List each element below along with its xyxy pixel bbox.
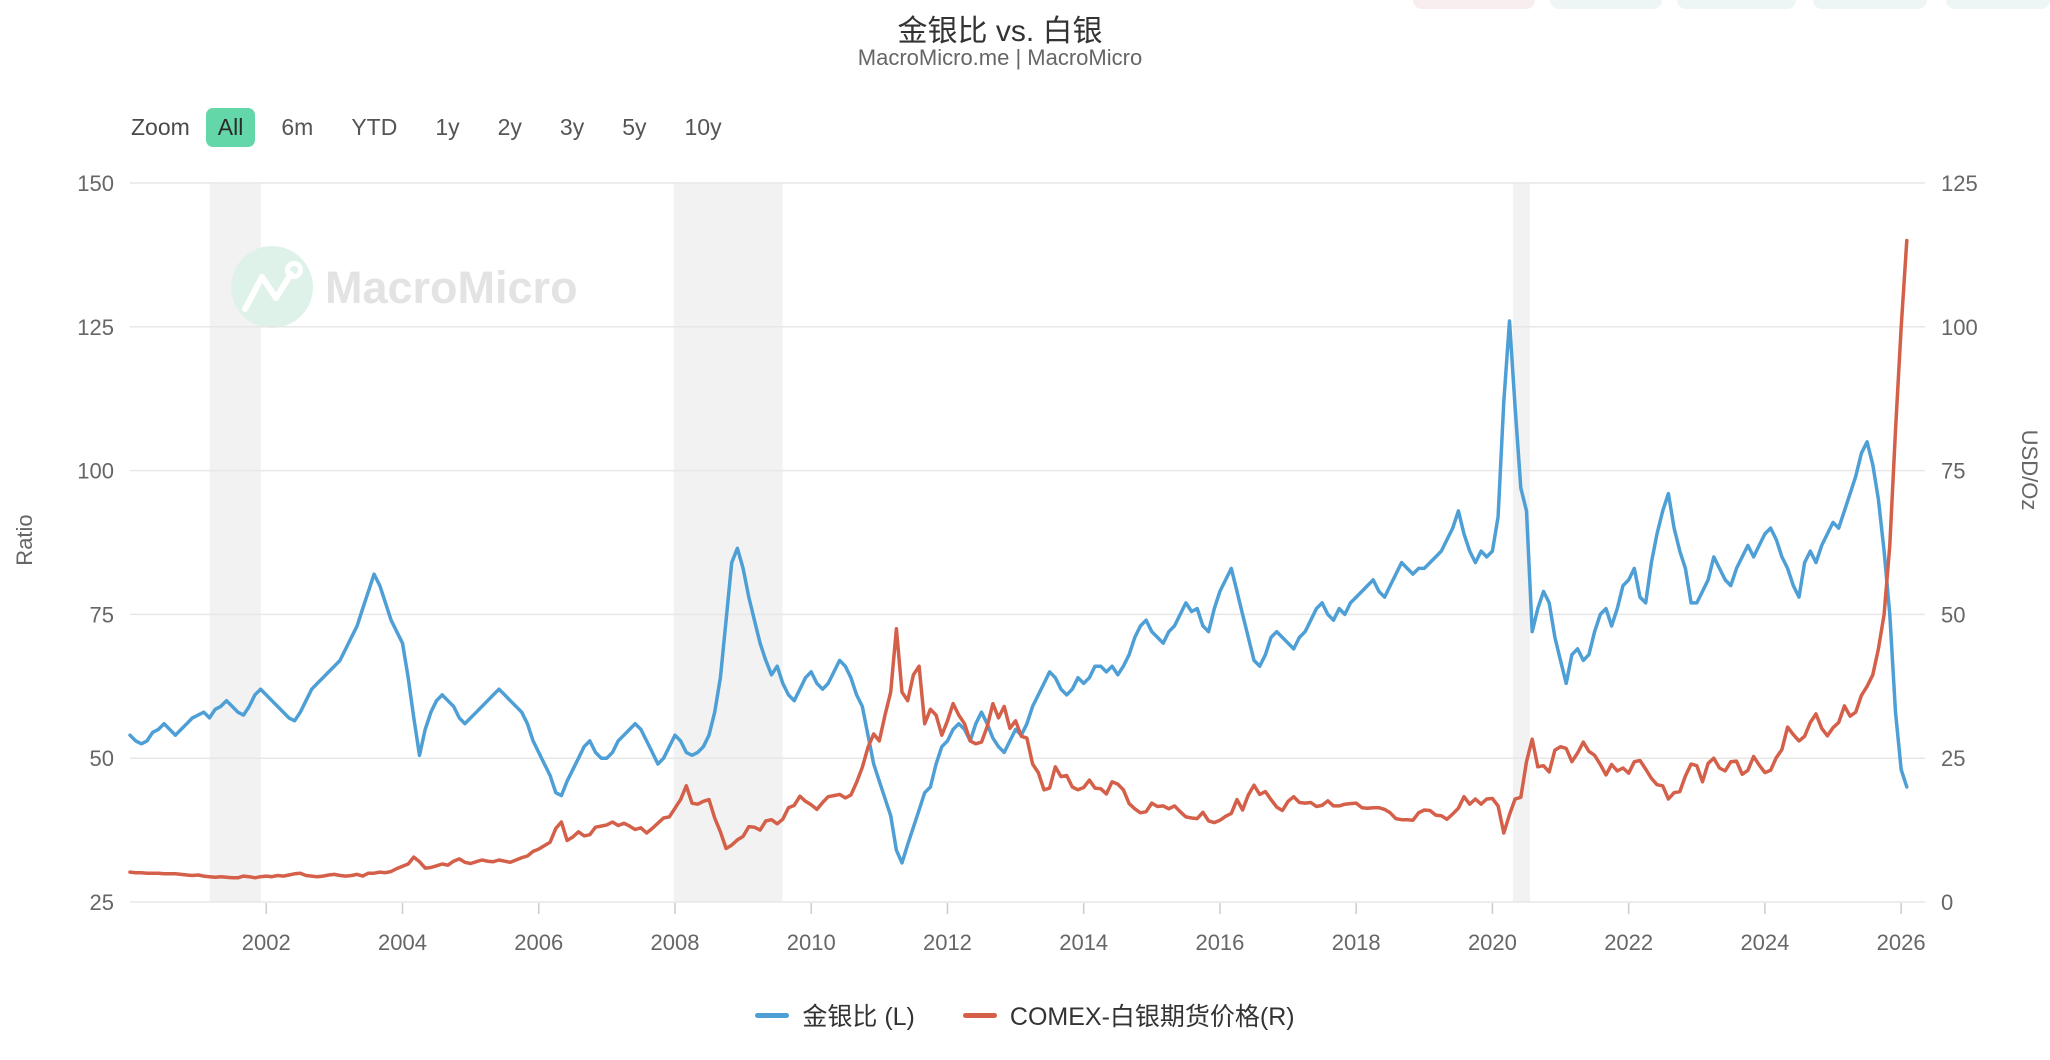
- legend-item[interactable]: 金银比 (L): [755, 997, 915, 1033]
- x-axis-tick-label: 2014: [1059, 930, 1108, 955]
- x-axis-tick-label: 2012: [923, 930, 972, 955]
- x-axis-tick-label: 2026: [1877, 930, 1926, 955]
- y-right-tick-label: 125: [1941, 171, 1978, 196]
- series-gold-silver-ratio: [128, 319, 1909, 865]
- recession-band: [1512, 183, 1530, 902]
- zoom-label: Zoom: [131, 114, 190, 140]
- top-partial-button[interactable]: [1677, 0, 1796, 9]
- legend-dash-icon: [962, 1012, 997, 1018]
- x-axis-tick-label: 2016: [1195, 930, 1244, 955]
- left-axis-title: Ratio: [12, 514, 37, 565]
- y-left-tick-label: 150: [77, 171, 114, 196]
- x-axis-tick-label: 2002: [242, 930, 291, 955]
- top-partial-button[interactable]: [1813, 0, 1927, 9]
- top-partial-button[interactable]: [1413, 0, 1535, 9]
- y-right-tick-label: 0: [1941, 890, 1953, 915]
- y-left-tick-label: 125: [77, 315, 114, 340]
- legend-dash-icon: [755, 1012, 790, 1018]
- chart-title: 金银比 vs. 白银: [897, 15, 1103, 48]
- x-axis-tick-label: 2006: [514, 930, 563, 955]
- range-button-ytd[interactable]: YTD: [351, 114, 398, 140]
- recession-band: [673, 183, 783, 902]
- right-axis-title: USD/Oz: [2017, 430, 2042, 511]
- x-axis-tick-label: 2022: [1604, 930, 1653, 955]
- top-partial-button[interactable]: [1550, 0, 1662, 9]
- range-button-all[interactable]: All: [205, 108, 256, 147]
- x-axis-tick-label: 2024: [1740, 930, 1789, 955]
- macromicro-watermark: MacroMicro: [231, 246, 578, 328]
- range-button-2y[interactable]: 2y: [497, 114, 522, 140]
- range-button-3y[interactable]: 3y: [559, 114, 585, 140]
- x-axis-tick-label: 2008: [650, 930, 699, 955]
- x-axis-tick-label: 2020: [1468, 930, 1517, 955]
- y-left-tick-label: 100: [77, 459, 114, 484]
- legend-item[interactable]: COMEX-白银期货价格(R): [962, 997, 1295, 1033]
- range-button-6m[interactable]: 6m: [281, 114, 314, 140]
- y-right-tick-label: 100: [1941, 315, 1978, 340]
- watermark-zigzag-icon: [242, 271, 294, 312]
- watermark-ring-icon: [285, 261, 303, 279]
- series-silver-price: [128, 238, 1909, 880]
- x-axis-tick-label: 2010: [787, 930, 836, 955]
- range-button-1y[interactable]: 1y: [435, 114, 460, 140]
- legend-label: COMEX-白银期货价格(R): [1009, 1003, 1295, 1031]
- y-left-tick-label: 50: [90, 746, 114, 771]
- watermark-text: MacroMicro: [325, 262, 578, 313]
- range-button-10y[interactable]: 10y: [684, 114, 722, 140]
- y-left-tick-label: 75: [90, 602, 114, 627]
- y-left-tick-label: 25: [90, 890, 114, 915]
- legend: 金银比 (L) COMEX-白银期货价格(R): [0, 997, 2050, 1033]
- x-axis-tick-label: 2018: [1332, 930, 1381, 955]
- top-partial-button[interactable]: [1946, 0, 2050, 9]
- range-toolbar: Zoom All 6m YTD 1y 2y 3y 5y 10y: [131, 108, 748, 147]
- x-axis-tick-label: 2004: [378, 930, 427, 955]
- legend-label: 金银比 (L): [802, 1003, 915, 1031]
- y-right-tick-label: 50: [1941, 602, 1965, 627]
- y-right-tick-label: 75: [1941, 459, 1965, 484]
- range-button-5y[interactable]: 5y: [622, 114, 647, 140]
- y-right-tick-label: 25: [1941, 746, 1965, 771]
- chart-subtitle: MacroMicro.me | MacroMicro: [857, 45, 1143, 70]
